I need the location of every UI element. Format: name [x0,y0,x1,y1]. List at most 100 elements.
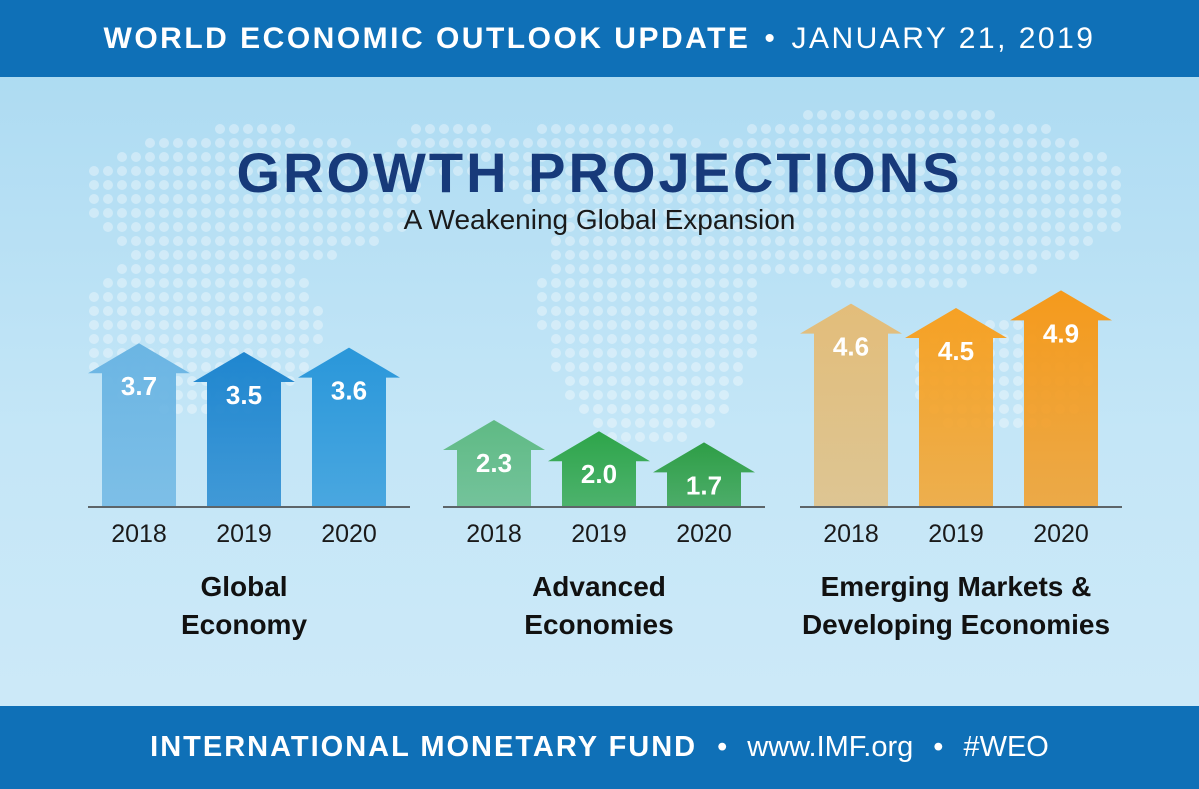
map-dot [1069,194,1079,204]
map-dot [775,152,785,162]
map-dot [89,180,99,190]
map-dot [215,264,225,274]
map-dot [593,124,603,134]
map-dot [257,124,267,134]
map-dot [803,110,813,120]
map-dot [663,278,673,288]
map-dot [565,180,575,190]
map-dot [131,250,141,260]
value-label: 3.7 [121,371,157,401]
map-dot [649,152,659,162]
map-dot [929,250,939,260]
map-dot [313,194,323,204]
map-dot [89,334,99,344]
map-dot [607,138,617,148]
map-dot [551,166,561,176]
map-dot [271,208,281,218]
map-dot [159,152,169,162]
map-dot [775,236,785,246]
map-dot [859,236,869,246]
map-dot [831,264,841,274]
chart-title: GROWTH PROJECTIONS [236,141,963,204]
series-label: Emerging Markets & [821,571,1092,602]
map-dot [677,404,687,414]
map-dot [705,418,715,428]
map-dot [747,250,757,260]
map-dot [229,166,239,176]
map-dot [579,306,589,316]
map-dot [929,110,939,120]
map-dot [831,124,841,134]
map-dot [173,194,183,204]
map-dot [215,348,225,358]
map-dot [719,292,729,302]
map-dot [1013,348,1023,358]
map-dot [817,236,827,246]
map-dot [831,222,841,232]
map-dot [873,278,883,288]
map-dot [691,278,701,288]
arrow-bar-2020 [1010,290,1112,506]
map-dot [705,320,715,330]
map-dot [915,124,925,134]
map-dot [383,208,393,218]
map-dot [145,166,155,176]
map-dot [803,152,813,162]
map-dot [733,320,743,330]
map-dot [677,418,687,428]
map-dot [551,334,561,344]
map-dot [565,166,575,176]
map-dot [649,390,659,400]
map-dot [159,208,169,218]
map-dot [929,236,939,246]
map-dot [439,124,449,134]
map-dot [635,432,645,442]
map-dot [453,152,463,162]
map-dot [677,208,687,218]
map-dot [607,376,617,386]
map-dot [677,138,687,148]
map-dot [733,250,743,260]
map-dot [103,348,113,358]
map-dot [705,292,715,302]
map-dot [733,306,743,316]
footer-separator-1: • [717,731,728,763]
map-dot [789,180,799,190]
map-dot [215,222,225,232]
map-dot [243,166,253,176]
map-dot [593,236,603,246]
map-dot [649,180,659,190]
map-dot [313,166,323,176]
map-dot [117,194,127,204]
value-label: 4.5 [938,336,974,366]
map-dot [999,152,1009,162]
map-dot [229,292,239,302]
map-dot [649,432,659,442]
map-dot [341,180,351,190]
map-dot [229,152,239,162]
map-dot [635,208,645,218]
map-dot [663,250,673,260]
map-dot [887,278,897,288]
map-dot [187,194,197,204]
map-dot [1013,334,1023,344]
map-dot [257,348,267,358]
map-dot [355,194,365,204]
map-dot [621,138,631,148]
map-dot [733,362,743,372]
map-dot [1013,418,1023,428]
map-dot [901,236,911,246]
map-dot [775,222,785,232]
map-dot [845,180,855,190]
map-dot [971,124,981,134]
map-dot [215,180,225,190]
map-dot [327,194,337,204]
map-dot [551,250,561,260]
map-dot [733,152,743,162]
map-dot [341,208,351,218]
map-dot [579,264,589,274]
map-dot [215,320,225,330]
map-dot [299,208,309,218]
map-dot [201,138,211,148]
map-dot [313,334,323,344]
